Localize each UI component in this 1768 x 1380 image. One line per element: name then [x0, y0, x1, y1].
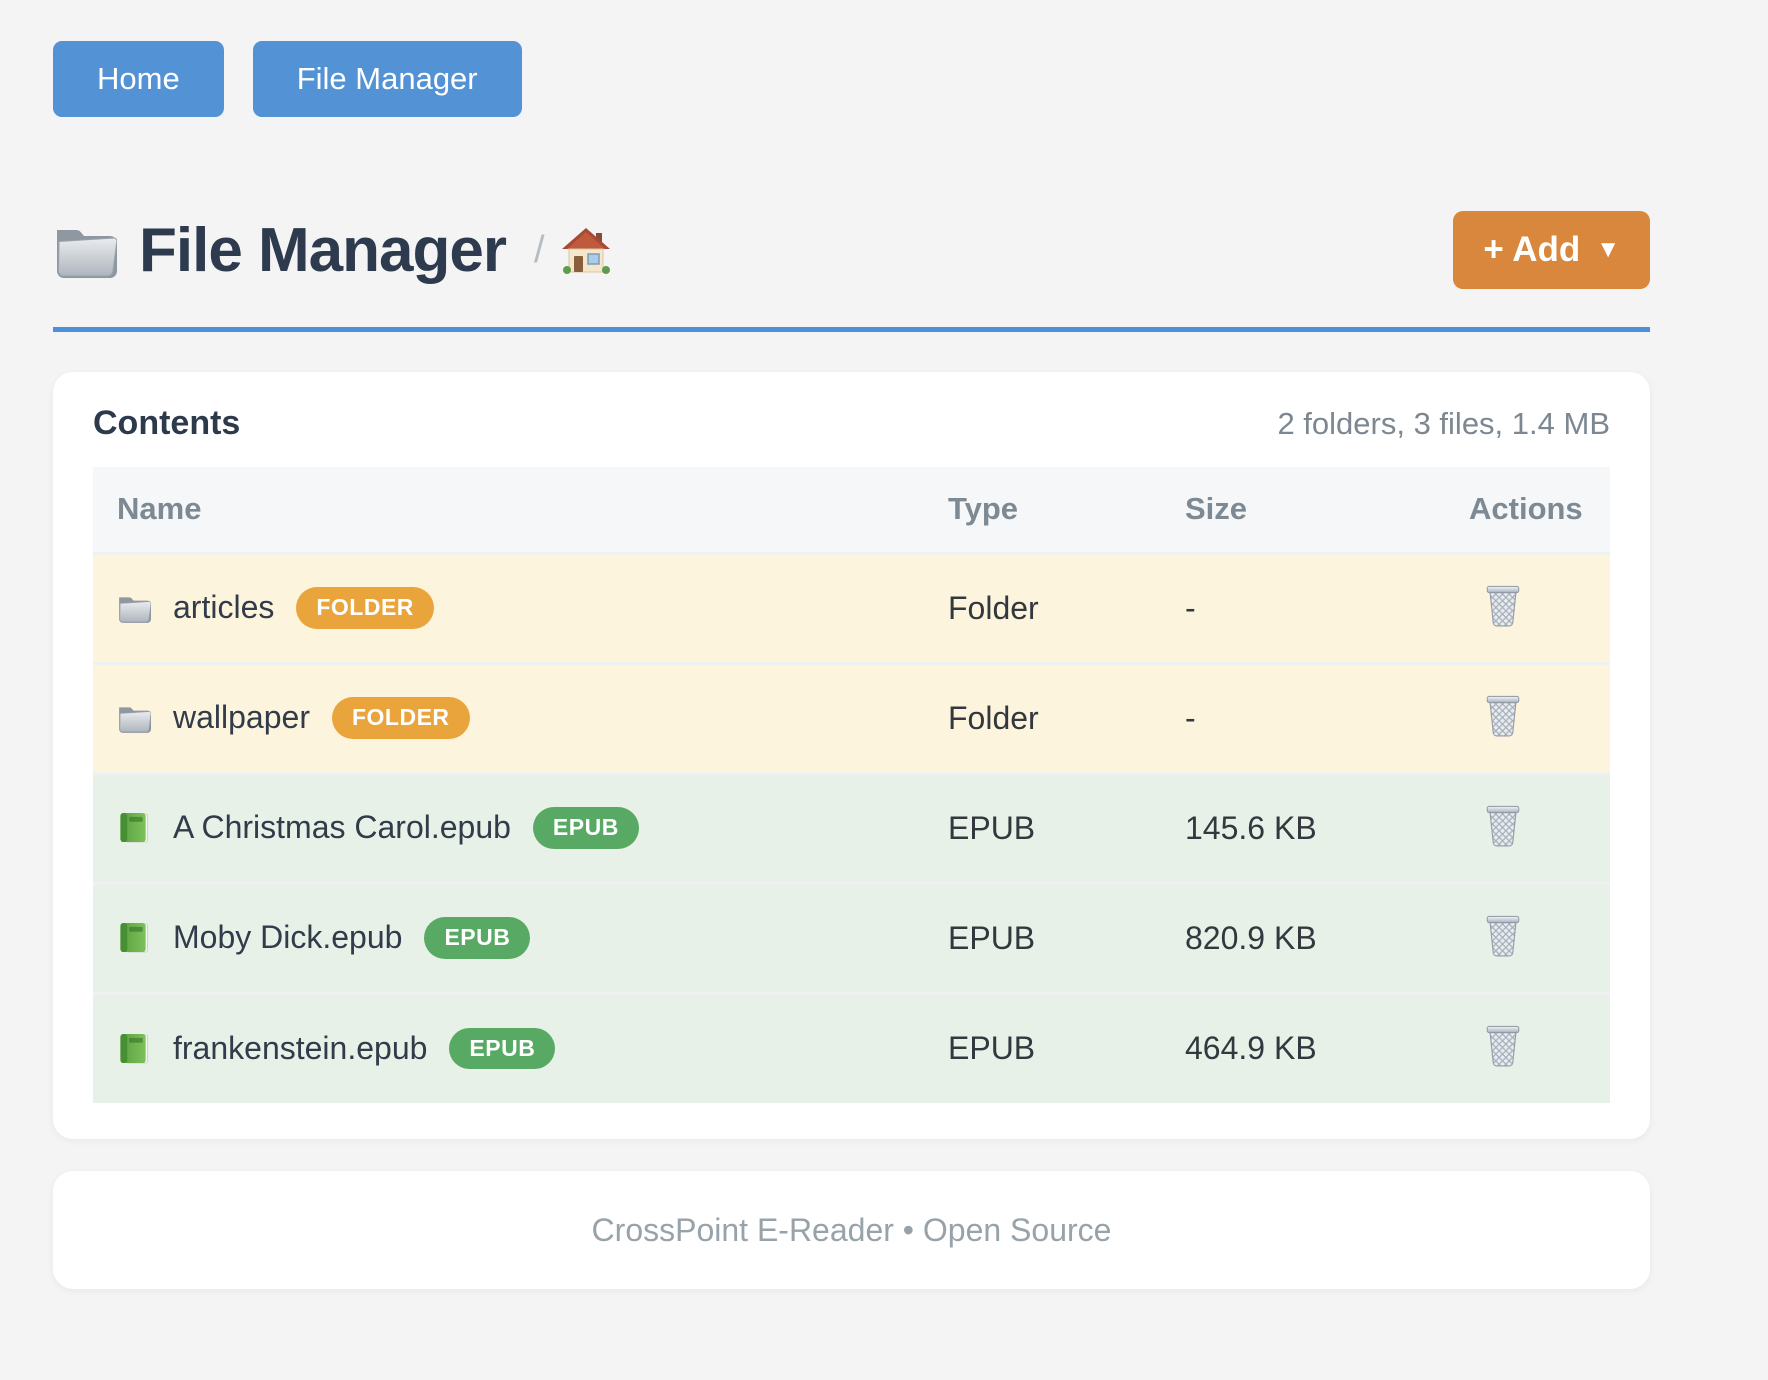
item-name-link[interactable]: articles — [173, 589, 275, 626]
epub-badge: EPUB — [449, 1028, 556, 1070]
contents-card: Contents 2 folders, 3 files, 1.4 MB Name… — [53, 372, 1650, 1139]
item-size: 820.9 KB — [1185, 919, 1317, 956]
breadcrumb-separator: / — [534, 228, 545, 271]
trash-icon — [1486, 915, 1520, 956]
folder-icon — [118, 597, 151, 624]
delete-button[interactable] — [1485, 804, 1521, 848]
trash-icon — [1486, 805, 1520, 846]
home-nav-button[interactable]: Home — [53, 41, 224, 117]
book-icon — [119, 1033, 149, 1064]
top-nav: Home File Manager — [53, 0, 1650, 117]
breadcrumb: / — [534, 225, 611, 275]
epub-badge: EPUB — [424, 917, 531, 959]
header-divider — [53, 327, 1650, 332]
item-name-link[interactable]: wallpaper — [173, 699, 310, 736]
title-group: File Manager / — [53, 215, 611, 286]
folder-badge: FOLDER — [331, 697, 470, 739]
folder-icon — [118, 707, 151, 734]
add-button[interactable]: + Add ▼ — [1453, 211, 1650, 289]
item-name-link[interactable]: frankenstein.epub — [173, 1030, 428, 1067]
table-row: frankenstein.epub EPUB EPUB 464.9 KB — [93, 993, 1610, 1103]
trash-icon — [1486, 1026, 1520, 1067]
file-manager-nav-button[interactable]: File Manager — [252, 41, 522, 117]
footer-text: CrossPoint E-Reader • Open Source — [591, 1211, 1112, 1248]
item-type: EPUB — [948, 919, 1036, 956]
table-row: Moby Dick.epub EPUB EPUB 820.9 KB — [93, 883, 1610, 993]
folder-badge: FOLDER — [296, 587, 434, 629]
chevron-down-icon: ▼ — [1596, 236, 1620, 263]
table-row: articles FOLDER Folder - — [93, 553, 1610, 663]
item-type: Folder — [948, 699, 1039, 736]
trash-icon — [1486, 585, 1520, 626]
file-table: Name Type Size Actions articles FOLDER F… — [93, 467, 1610, 1103]
contents-summary: 2 folders, 3 files, 1.4 MB — [1277, 406, 1610, 441]
add-button-label: + Add — [1483, 230, 1581, 269]
item-size: - — [1185, 589, 1196, 626]
page-header: File Manager / + Add ▼ — [53, 211, 1650, 289]
column-header-actions: Actions — [1445, 467, 1610, 553]
column-header-size: Size — [1161, 467, 1445, 553]
column-header-type: Type — [924, 467, 1161, 553]
epub-badge: EPUB — [532, 807, 639, 849]
trash-icon — [1486, 695, 1520, 736]
delete-button[interactable] — [1485, 584, 1521, 628]
delete-button[interactable] — [1485, 694, 1521, 738]
contents-heading: Contents — [93, 404, 241, 442]
delete-button[interactable] — [1485, 914, 1521, 958]
item-name-link[interactable]: Moby Dick.epub — [173, 919, 403, 956]
footer-card: CrossPoint E-Reader • Open Source — [53, 1171, 1650, 1289]
item-type: EPUB — [948, 809, 1036, 846]
item-name-link[interactable]: A Christmas Carol.epub — [173, 809, 511, 846]
item-size: 464.9 KB — [1185, 1030, 1317, 1067]
item-size: 145.6 KB — [1185, 809, 1317, 846]
item-type: EPUB — [948, 1030, 1036, 1067]
page-container: Home File Manager File Manager / + Add ▼… — [53, 0, 1650, 1289]
table-row: wallpaper FOLDER Folder - — [93, 663, 1610, 773]
contents-card-header: Contents 2 folders, 3 files, 1.4 MB — [93, 404, 1610, 443]
column-header-name: Name — [93, 467, 924, 553]
delete-button[interactable] — [1485, 1024, 1521, 1068]
house-icon[interactable] — [560, 225, 611, 275]
table-header-row: Name Type Size Actions — [93, 467, 1610, 553]
book-icon — [119, 922, 149, 953]
book-icon — [119, 812, 149, 843]
folder-icon — [56, 229, 117, 279]
table-row: A Christmas Carol.epub EPUB EPUB 145.6 K… — [93, 773, 1610, 883]
page-title: File Manager — [139, 215, 507, 285]
item-size: - — [1185, 699, 1196, 736]
item-type: Folder — [948, 589, 1039, 626]
